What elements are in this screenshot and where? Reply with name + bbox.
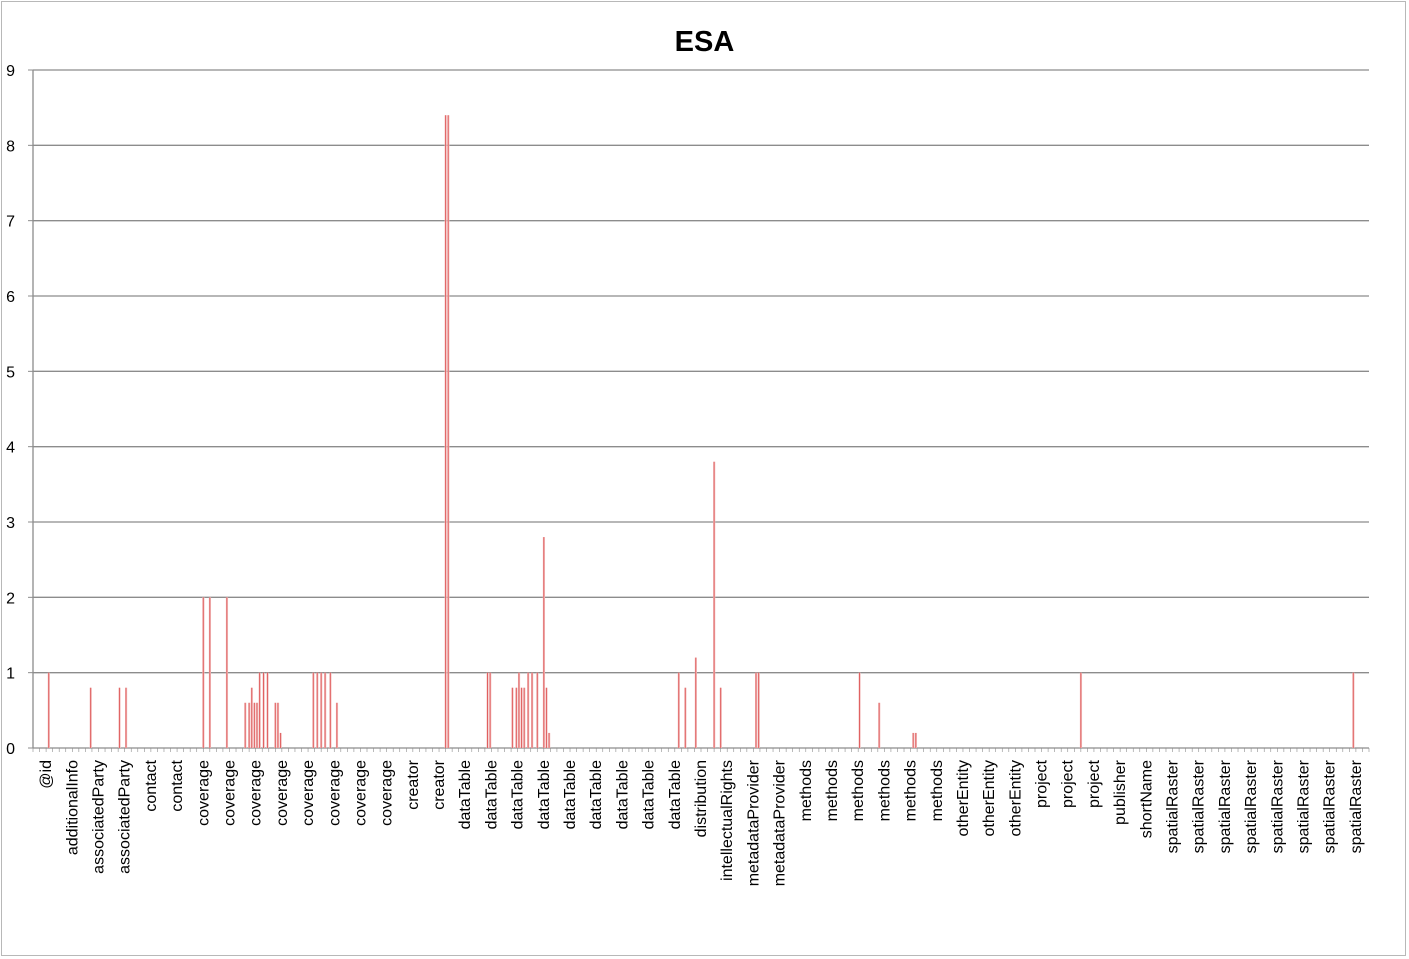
x-tick-label: otherEntity	[1007, 760, 1024, 836]
y-tick-labels: 0 1 2 3 4 5 6 7 8 9	[6, 63, 15, 758]
x-tick-label: spatialRaster	[1243, 759, 1260, 853]
x-tick-label: project	[1060, 759, 1077, 808]
x-tick-label: dataTable	[614, 760, 631, 829]
y-tick-label: 8	[6, 138, 15, 155]
x-tick-label: creator	[405, 759, 422, 809]
y-tick-label: 7	[6, 214, 15, 231]
x-tick-label: spatialRaster	[1348, 759, 1365, 853]
x-tick-label: methods	[824, 760, 841, 821]
chart-title: ESA	[674, 26, 735, 58]
x-tick-label: coverage	[248, 760, 265, 826]
x-tick-label: dataTable	[536, 760, 553, 829]
x-tick-label: coverage	[352, 760, 369, 826]
x-tick-label: associatedParty	[90, 760, 107, 874]
x-tick-label: dataTable	[562, 760, 579, 829]
x-tick-label: dataTable	[641, 760, 658, 829]
y-tick-label: 9	[6, 63, 15, 80]
x-tick-label: coverage	[221, 760, 238, 826]
x-tick-label: otherEntity	[955, 760, 972, 836]
x-tick-label: dataTable	[588, 760, 605, 829]
x-tick-label: dataTable	[510, 760, 527, 829]
x-tick-label: coverage	[274, 760, 291, 826]
x-tick-label: contact	[143, 759, 160, 811]
y-tick-label: 1	[6, 666, 15, 683]
x-tick-label: coverage	[379, 760, 396, 826]
x-tick-label: spatialRaster	[1269, 759, 1286, 853]
x-tick-label: dataTable	[457, 760, 474, 829]
x-tick-label: spatialRaster	[1296, 759, 1313, 853]
x-tick-label: @id	[38, 760, 55, 789]
x-tick-label: contact	[169, 759, 186, 811]
y-tick-label: 6	[6, 289, 15, 306]
x-tick-label: spatialRaster	[1165, 759, 1182, 853]
x-tick-label: shortName	[1138, 760, 1155, 838]
x-tick-label: creator	[431, 759, 448, 809]
x-tick-label: project	[1034, 759, 1051, 808]
x-tick-label: coverage	[326, 760, 343, 826]
x-tick-label: methods	[876, 760, 893, 821]
x-tick-labels: @id additionalInfo associatedParty associat…	[38, 759, 1365, 886]
x-tick-label: methods	[850, 760, 867, 821]
y-tick-label: 5	[6, 364, 15, 381]
x-tick-label: otherEntity	[981, 760, 998, 836]
x-tick-label: spatialRaster	[1322, 759, 1339, 853]
x-tick-label: methods	[929, 760, 946, 821]
x-tick-label: metadataProvider	[772, 759, 789, 886]
axes	[28, 69, 1370, 752]
bars	[47, 115, 1355, 748]
x-tick-label: project	[1086, 759, 1103, 808]
x-tick-label: distribution	[693, 760, 710, 837]
x-tick-label: dataTable	[667, 760, 684, 829]
y-tick-label: 2	[6, 590, 15, 607]
x-tick-label: spatialRaster	[1217, 759, 1234, 853]
x-tick-label: spatialRaster	[1191, 759, 1208, 853]
x-tick-label: additionalInfo	[64, 760, 81, 855]
x-tick-label: methods	[798, 760, 815, 821]
x-tick-label: metadataProvider	[745, 759, 762, 886]
x-tick-label: coverage	[300, 760, 317, 826]
x-tick-label: dataTable	[483, 760, 500, 829]
y-tick-label: 0	[6, 741, 15, 758]
y-tick-label: 3	[6, 515, 15, 532]
y-tick-label: 4	[6, 440, 15, 457]
x-tick-label: coverage	[195, 760, 212, 826]
x-tick-label: publisher	[1112, 759, 1129, 825]
x-tick-label: associatedParty	[117, 760, 134, 874]
x-tick-label: intellectualRights	[719, 760, 736, 881]
x-tick-label: methods	[903, 760, 920, 821]
gridlines	[33, 69, 1369, 674]
